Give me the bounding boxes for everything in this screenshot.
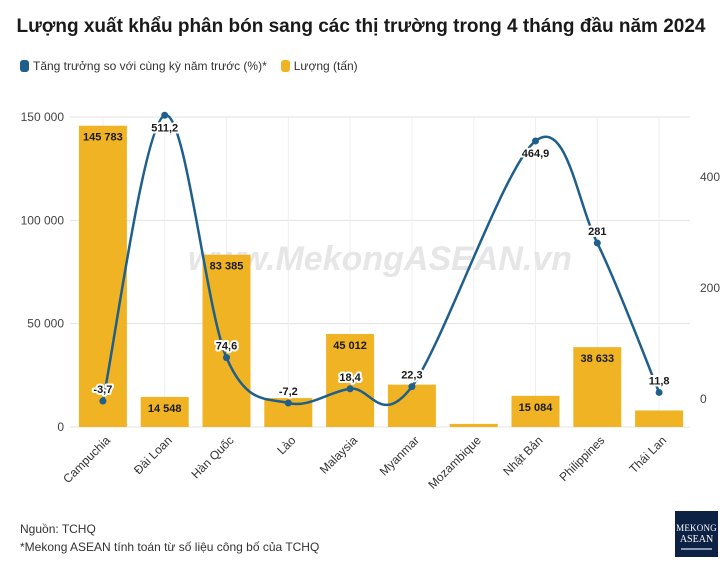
growth-value-label: -7,2 xyxy=(279,386,298,398)
y-left-tick-label: 0 xyxy=(57,420,64,434)
growth-value-label: 11,8 xyxy=(649,375,670,387)
growth-label-halo: 464,9 xyxy=(522,148,550,160)
legend-item-growth: Tăng trưởng so với cùng kỳ năm trước (%)… xyxy=(20,59,267,73)
y-right-tick-label: 200 xyxy=(700,281,720,295)
growth-point xyxy=(655,388,663,396)
growth-value-label: 464,9 xyxy=(522,148,550,160)
y-right-tick-label: 400 xyxy=(700,170,720,184)
bar xyxy=(326,333,375,427)
x-tick-label: Thái Lan xyxy=(626,433,669,476)
growth-label-halo: 22,3 xyxy=(401,370,422,382)
bar xyxy=(573,347,622,427)
growth-point xyxy=(346,385,354,393)
growth-value-label: 511,2 xyxy=(151,122,178,134)
footnote: *Mekong ASEAN tính toán từ số liệu công … xyxy=(20,540,320,554)
legend-item-volume: Lượng (tấn) xyxy=(280,59,358,73)
x-tick-label: Campuchia xyxy=(60,433,113,486)
growth-label-halo: 18,4 xyxy=(339,372,361,384)
bar-value-label: 145 783 xyxy=(83,132,123,144)
y-right-tick-label: 0 xyxy=(700,392,707,406)
x-tick-label: Nhật Bản xyxy=(500,433,545,478)
x-tick-label: Mozambique xyxy=(425,433,484,492)
growth-label-halo: 281 xyxy=(588,226,606,238)
legend-swatch-growth xyxy=(20,60,29,72)
bar xyxy=(78,125,127,427)
bar-value-label: 45 012 xyxy=(333,340,367,352)
bar-value-label: 83 385 xyxy=(210,261,244,273)
legend: Tăng trưởng so với cùng kỳ năm trước (%)… xyxy=(20,59,358,73)
legend-label-growth: Tăng trưởng so với cùng kỳ năm trước (%)… xyxy=(33,59,267,73)
growth-value-label: 74,6 xyxy=(216,341,237,353)
y-left-tick-label: 50 000 xyxy=(27,317,64,331)
x-tick-label: Myanmar xyxy=(377,433,422,478)
bar-value-label: 14 548 xyxy=(148,403,182,415)
source-note: Nguồn: TCHQ xyxy=(20,522,96,536)
bar xyxy=(635,410,684,427)
watermark: www.MekongASEAN.vn xyxy=(188,240,572,278)
x-tick-label: Malaysia xyxy=(317,433,361,477)
growth-label-halo: -7,2 xyxy=(279,386,298,398)
y-left-tick-label: 100 000 xyxy=(21,213,65,227)
growth-point xyxy=(161,111,169,119)
x-tick-label: Đài Loan xyxy=(131,433,175,477)
bar xyxy=(202,254,251,427)
growth-label-halo: 74,6 xyxy=(216,341,237,353)
combo-chart: www.MekongASEAN.vn 145 783 14 548 83 385 45… xyxy=(21,110,721,492)
chart-title: Lượng xuất khẩu phân bón sang các thị tr… xyxy=(16,16,706,37)
growth-point xyxy=(593,239,601,247)
x-tick-label: Lào xyxy=(274,433,298,457)
y-left-tick-label: 150 000 xyxy=(21,110,65,124)
x-tick-label: Philippines xyxy=(556,433,607,484)
x-tick-label: Hàn Quốc xyxy=(189,433,237,481)
legend-swatch-volume xyxy=(280,60,290,72)
legend-label-volume: Lượng (tấn) xyxy=(293,59,358,73)
growth-label-halo: 11,8 xyxy=(649,375,670,387)
growth-point xyxy=(99,397,107,405)
bar-value-label: 15 084 xyxy=(519,402,554,414)
bar-value-label: 38 633 xyxy=(580,353,614,365)
growth-value-label: 18,4 xyxy=(339,372,361,384)
growth-label-halo: 511,2 xyxy=(151,122,178,134)
mekong-asean-logo: MEKONG ASEAN xyxy=(675,511,718,557)
growth-point xyxy=(408,383,416,391)
growth-value-label: 22,3 xyxy=(401,370,422,382)
growth-value-label: -3,7 xyxy=(93,384,112,396)
bar xyxy=(387,384,436,427)
growth-point xyxy=(223,354,230,362)
bars: 145 783 14 548 83 385 45 012 15 084 38 633 xyxy=(78,125,684,427)
growth-point xyxy=(284,399,292,407)
growth-label-halo: -3,7 xyxy=(93,384,112,396)
bar xyxy=(140,396,189,427)
bar xyxy=(449,423,498,427)
growth-point xyxy=(532,137,539,145)
bar xyxy=(511,395,560,427)
growth-value-label: 281 xyxy=(588,226,606,238)
growth-line: -3,7-3,7511,2511,274,674,6-7,2-7,218,418… xyxy=(91,111,672,407)
